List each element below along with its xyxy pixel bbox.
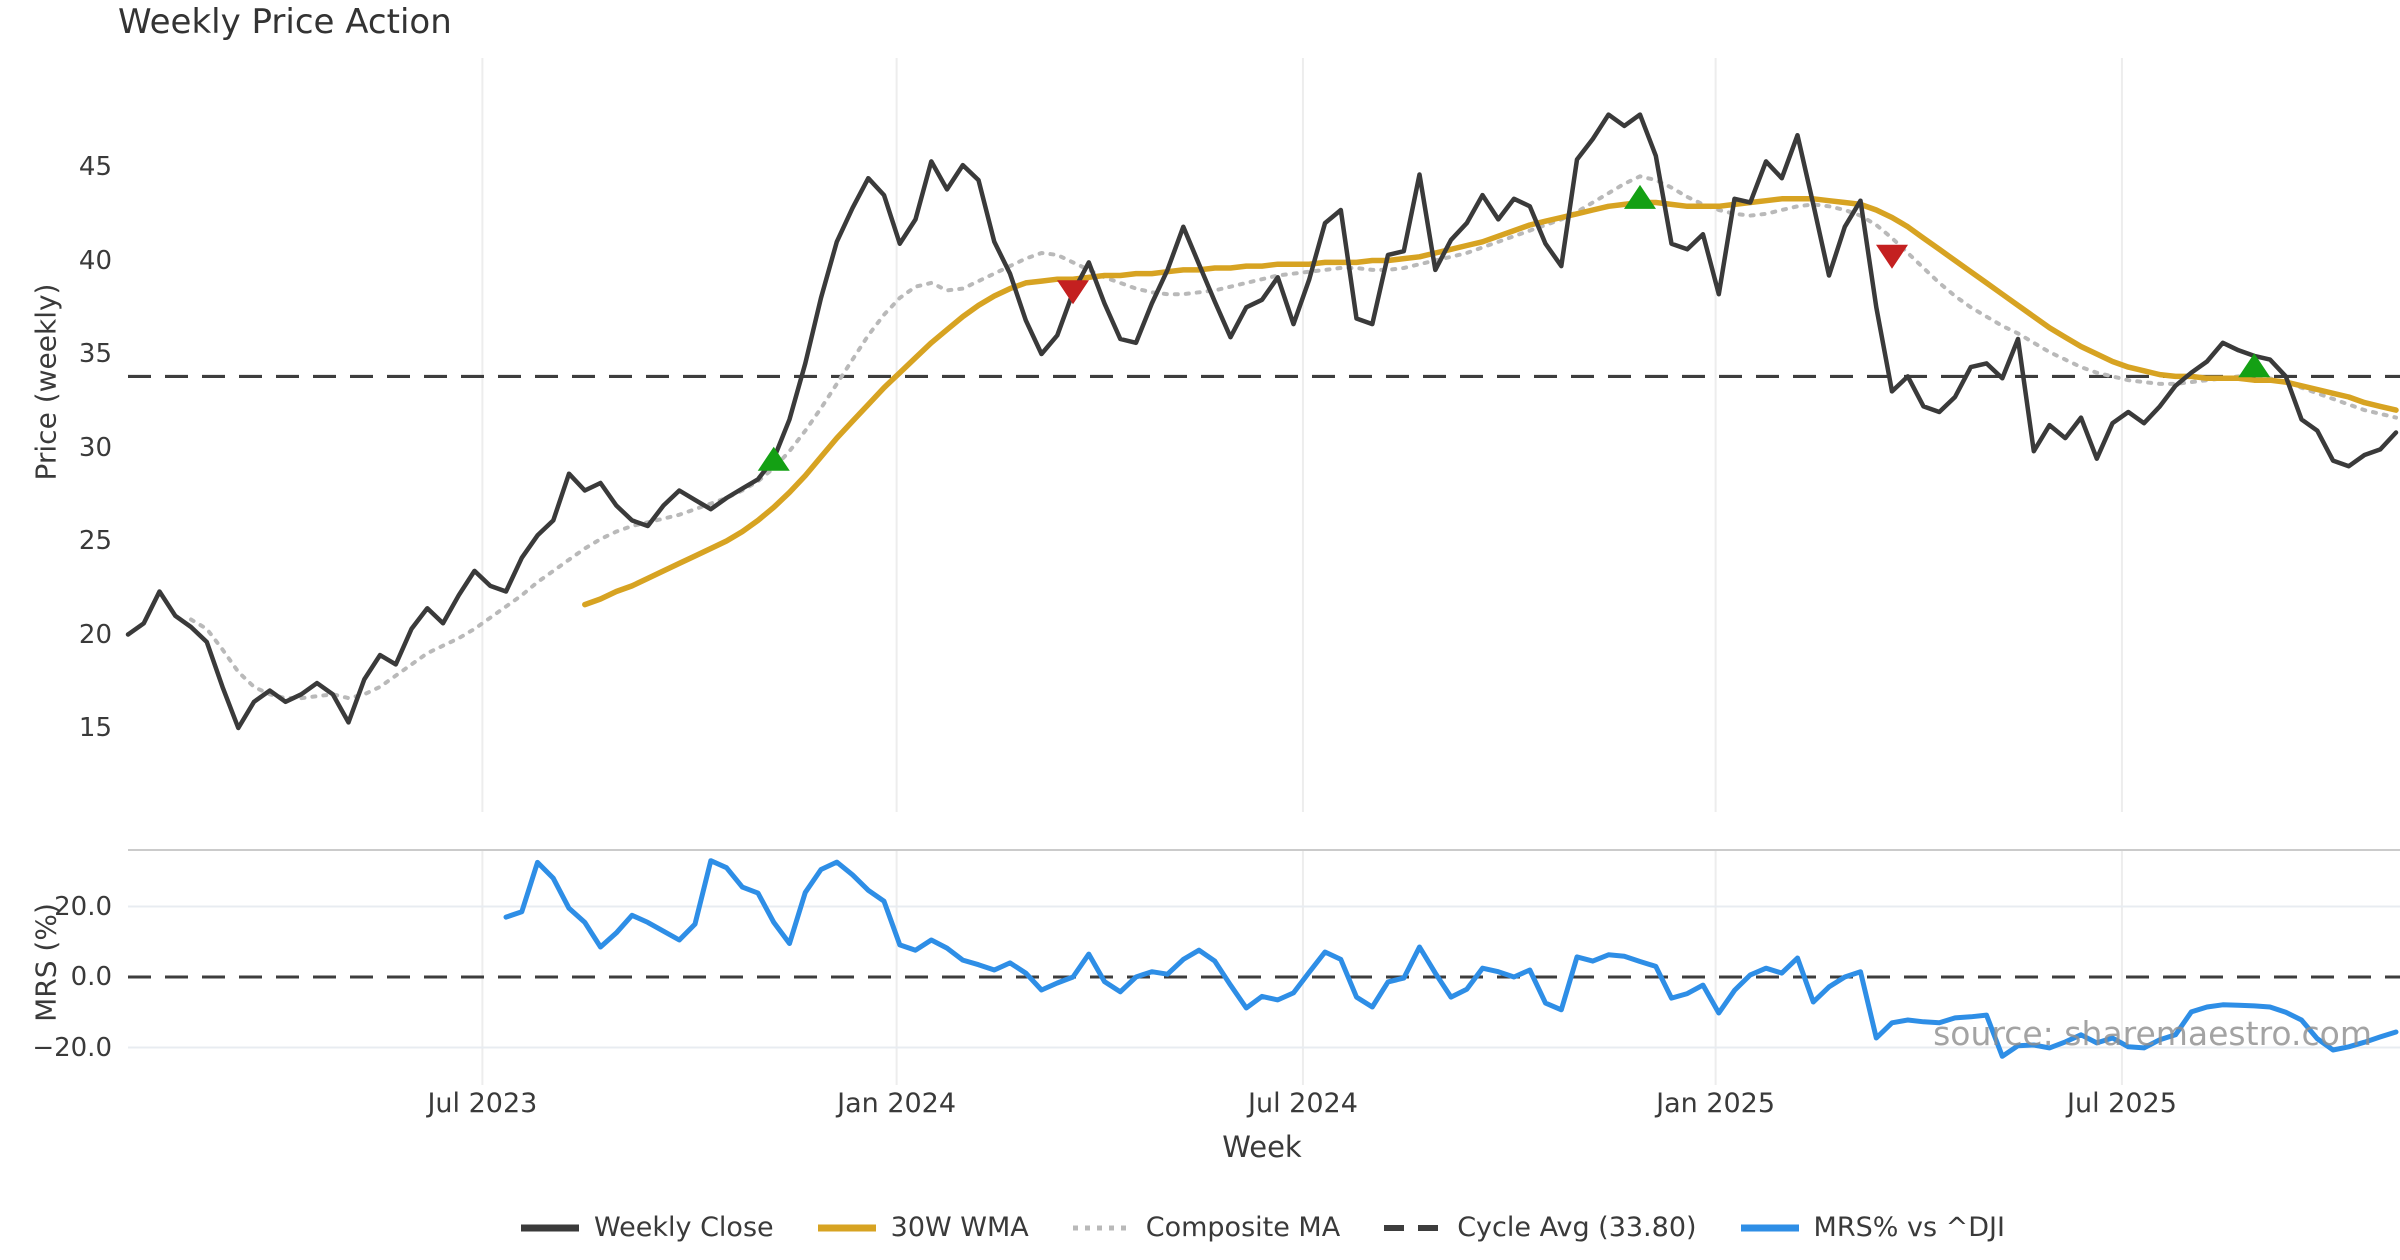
buy-signal-marker — [757, 446, 790, 471]
price-tick-label: 30 — [78, 432, 112, 463]
x-tick-label: Jul 2024 — [1248, 1088, 1358, 1119]
price-tick-label: 35 — [78, 339, 112, 369]
x-tick-label: Jan 2024 — [837, 1088, 957, 1119]
page-title: Weekly Price Action — [118, 2, 452, 42]
x-tick-label: Jul 2023 — [427, 1088, 538, 1119]
x-tick-label: Jan 2025 — [1656, 1088, 1776, 1119]
x-tick-label: Jul 2025 — [2067, 1088, 2177, 1119]
legend-item: 30W WMA — [816, 1212, 1029, 1243]
legend-item: MRS% vs ^DJI — [1739, 1212, 2005, 1243]
buy-signal-marker — [1624, 184, 1656, 209]
x-axis-label: Week — [1222, 1130, 1302, 1164]
chart-legend: Weekly Close 30W WMA Composite MA Cycle Avg… — [128, 1212, 2396, 1243]
legend-label: Composite MA — [1145, 1212, 1341, 1243]
sell-signal-marker — [1876, 244, 1908, 269]
price-tick-label: 40 — [78, 245, 112, 276]
legend-swatch-dotted — [1072, 1225, 1131, 1230]
legend-swatch-solid — [521, 1224, 580, 1231]
price-tick-label: 25 — [78, 526, 112, 556]
legend-swatch-dashed — [1384, 1224, 1443, 1231]
wma-line — [582, 196, 2399, 608]
legend-item: Cycle Avg (33.80) — [1382, 1212, 1697, 1243]
mrs-line — [503, 858, 2399, 1059]
sell-signal-marker — [1057, 280, 1089, 305]
buy-signal-marker — [2238, 353, 2271, 378]
mrs-tick-label: 20.0 — [54, 891, 112, 922]
composite-ma-line — [189, 174, 2398, 701]
price-tick-label: 45 — [78, 152, 112, 182]
legend-swatch-solid — [1740, 1224, 1799, 1231]
legend-swatch-solid — [817, 1224, 876, 1231]
legend-item: Composite MA — [1071, 1212, 1340, 1243]
mrs-tick-label: 0.0 — [70, 962, 112, 992]
mrs-tick-label: −20.0 — [32, 1032, 112, 1063]
price-tick-label: 15 — [78, 713, 112, 743]
legend-label: MRS% vs ^DJI — [1813, 1212, 2005, 1243]
weekly-close-line — [125, 112, 2399, 731]
legend-item: Weekly Close — [519, 1212, 774, 1243]
legend-label: Weekly Close — [594, 1212, 774, 1243]
legend-label: 30W WMA — [890, 1212, 1029, 1243]
source-watermark: source: sharemaestro.com — [1933, 1014, 2372, 1053]
price-tick-label: 20 — [78, 619, 112, 650]
legend-label: Cycle Avg (33.80) — [1457, 1212, 1697, 1243]
